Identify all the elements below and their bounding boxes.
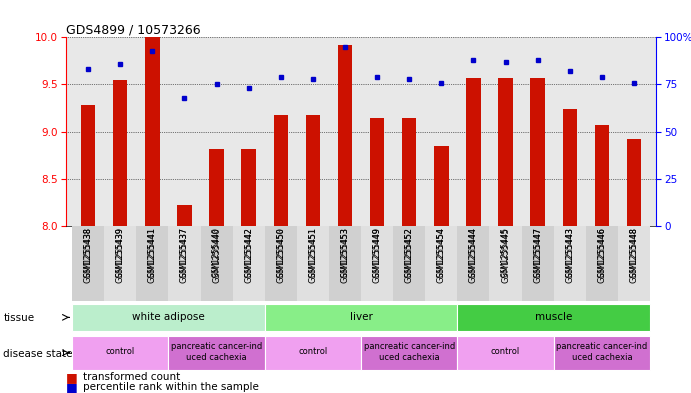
Text: GSM1255450: GSM1255450 — [276, 228, 285, 283]
Text: GSM1255437: GSM1255437 — [180, 228, 189, 277]
Text: GSM1255443: GSM1255443 — [565, 228, 574, 283]
Bar — [104, 226, 136, 301]
Text: pancreatic cancer-ind
uced cachexia: pancreatic cancer-ind uced cachexia — [171, 342, 262, 362]
Bar — [177, 205, 191, 226]
Bar — [553, 336, 650, 369]
Bar — [274, 115, 288, 226]
Bar — [265, 226, 297, 301]
Bar — [434, 146, 448, 226]
Bar — [200, 226, 233, 301]
Bar — [425, 226, 457, 301]
Text: tissue: tissue — [3, 312, 35, 323]
Bar — [233, 226, 265, 301]
Text: GSM1255439: GSM1255439 — [115, 228, 125, 283]
Text: GSM1255447: GSM1255447 — [533, 228, 542, 283]
Bar — [241, 149, 256, 226]
Bar — [553, 226, 586, 301]
Text: white adipose: white adipose — [132, 312, 205, 322]
Text: disease state: disease state — [3, 349, 73, 359]
Bar — [297, 226, 329, 301]
Text: control: control — [299, 347, 328, 356]
Text: transformed count: transformed count — [83, 372, 180, 382]
Text: GSM1255444: GSM1255444 — [469, 228, 478, 277]
Bar — [489, 226, 522, 301]
Text: GSM1255438: GSM1255438 — [84, 228, 93, 283]
Text: GSM1255454: GSM1255454 — [437, 228, 446, 277]
Text: GSM1255445: GSM1255445 — [501, 228, 510, 277]
Bar — [393, 226, 425, 301]
Text: GSM1255442: GSM1255442 — [244, 228, 253, 277]
Bar — [169, 226, 200, 301]
Bar — [265, 336, 361, 369]
Text: muscle: muscle — [535, 312, 572, 322]
Bar — [209, 149, 224, 226]
Bar — [81, 105, 95, 226]
Bar — [72, 336, 169, 369]
Text: GSM1255443: GSM1255443 — [565, 228, 574, 277]
Text: control: control — [491, 347, 520, 356]
Text: GSM1255438: GSM1255438 — [84, 228, 93, 277]
Bar — [457, 336, 553, 369]
Bar — [457, 226, 489, 301]
Bar — [72, 226, 104, 301]
Text: control: control — [106, 347, 135, 356]
Bar — [265, 304, 457, 331]
Text: GSM1255451: GSM1255451 — [308, 228, 317, 283]
Text: GSM1255441: GSM1255441 — [148, 228, 157, 277]
Text: GSM1255444: GSM1255444 — [469, 228, 478, 283]
Text: GSM1255452: GSM1255452 — [405, 228, 414, 283]
Bar — [361, 336, 457, 369]
Text: GSM1255439: GSM1255439 — [115, 228, 125, 277]
Text: pancreatic cancer-ind
uced cachexia: pancreatic cancer-ind uced cachexia — [556, 342, 647, 362]
Text: GSM1255446: GSM1255446 — [597, 228, 607, 283]
Text: GSM1255445: GSM1255445 — [501, 228, 510, 283]
Text: liver: liver — [350, 312, 372, 322]
Bar — [531, 78, 545, 226]
Text: ■: ■ — [66, 380, 77, 393]
Bar — [595, 125, 609, 226]
Text: GSM1255452: GSM1255452 — [405, 228, 414, 277]
Text: GSM1255453: GSM1255453 — [341, 228, 350, 283]
Bar — [522, 226, 553, 301]
Text: GDS4899 / 10573266: GDS4899 / 10573266 — [66, 23, 200, 36]
Text: GSM1255448: GSM1255448 — [630, 228, 638, 283]
Bar — [627, 139, 641, 226]
Text: GSM1255440: GSM1255440 — [212, 228, 221, 277]
Text: ■: ■ — [66, 371, 77, 384]
Text: GSM1255441: GSM1255441 — [148, 228, 157, 283]
Bar — [402, 118, 417, 226]
Text: GSM1255451: GSM1255451 — [308, 228, 317, 277]
Bar — [370, 118, 384, 226]
Bar — [618, 226, 650, 301]
Text: percentile rank within the sample: percentile rank within the sample — [83, 382, 259, 392]
Bar — [145, 37, 160, 226]
Bar — [136, 226, 169, 301]
Text: GSM1255447: GSM1255447 — [533, 228, 542, 277]
Bar — [169, 336, 265, 369]
Bar — [466, 78, 481, 226]
Text: GSM1255446: GSM1255446 — [597, 228, 607, 277]
Text: GSM1255449: GSM1255449 — [372, 228, 381, 283]
Text: pancreatic cancer-ind
uced cachexia: pancreatic cancer-ind uced cachexia — [363, 342, 455, 362]
Bar — [338, 45, 352, 226]
Bar — [305, 115, 320, 226]
Text: GSM1255450: GSM1255450 — [276, 228, 285, 277]
Bar — [562, 109, 577, 226]
Bar — [329, 226, 361, 301]
Bar — [361, 226, 393, 301]
Text: GSM1255449: GSM1255449 — [372, 228, 381, 277]
Bar — [457, 304, 650, 331]
Text: GSM1255440: GSM1255440 — [212, 228, 221, 283]
Text: GSM1255442: GSM1255442 — [244, 228, 253, 283]
Text: GSM1255448: GSM1255448 — [630, 228, 638, 277]
Text: GSM1255454: GSM1255454 — [437, 228, 446, 283]
Bar — [113, 80, 127, 226]
Bar — [586, 226, 618, 301]
Text: GSM1255453: GSM1255453 — [341, 228, 350, 277]
Bar — [498, 78, 513, 226]
Bar — [72, 304, 265, 331]
Text: GSM1255437: GSM1255437 — [180, 228, 189, 283]
